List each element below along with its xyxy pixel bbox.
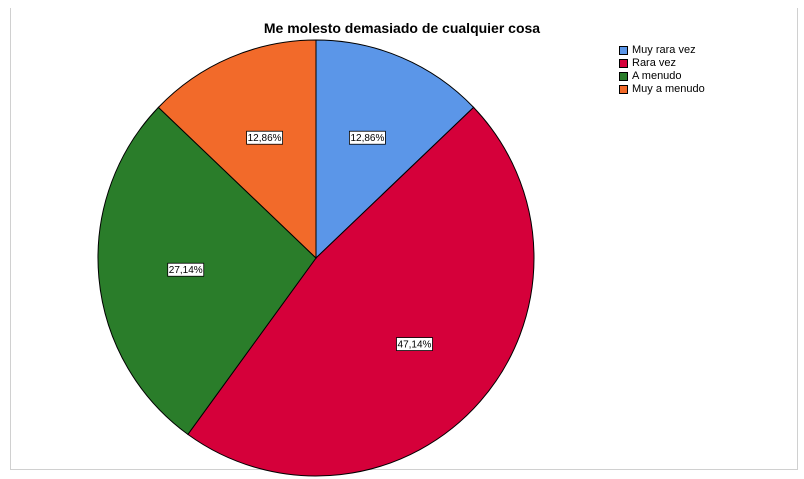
legend-item-muy-a-menudo: Muy a menudo (619, 83, 705, 95)
legend-swatch-muy-a-menudo (619, 84, 628, 94)
legend-swatch-muy-rara-vez (619, 45, 628, 55)
data-label-box-a-menudo (167, 262, 205, 277)
pie-slice-muy-a-menudo (157, 39, 317, 260)
legend-item-rara-vez: Rara vez (619, 57, 705, 69)
pie-slice-rara-vez (187, 106, 535, 477)
data-label-muy-rara-vez: 12,86% (349, 130, 386, 145)
legend-swatch-rara-vez (619, 58, 628, 68)
legend-item-a-menudo: A menudo (619, 70, 705, 82)
data-label-muy-a-menudo: 12,86% (246, 130, 283, 145)
legend-item-muy-rara-vez: Muy rara vez (619, 44, 705, 56)
pie-slice-muy-rara-vez (315, 39, 475, 260)
legend-label-muy-rara-vez: Muy rara vez (632, 44, 696, 56)
data-label-text-muy-a-menudo: 12,86% (248, 133, 282, 144)
chart-title: Me molesto demasiado de cualquier cosa (263, 20, 541, 36)
data-label-text-muy-rara-vez: 12,86% (350, 133, 384, 144)
legend-swatch-a-menudo (619, 71, 628, 81)
data-label-text-a-menudo: 27,14% (169, 265, 203, 276)
data-label-text-rara-vez: 47,14% (398, 340, 432, 351)
data-label-a-menudo: 27,14% (167, 262, 205, 277)
data-label-rara-vez: 47,14% (396, 337, 433, 351)
data-label-box-rara-vez (396, 337, 433, 351)
data-label-box-muy-rara-vez (349, 130, 386, 145)
legend-label-rara-vez: Rara vez (632, 57, 677, 69)
legend-label-muy-a-menudo: Muy a menudo (632, 83, 705, 95)
data-label-box-muy-a-menudo (246, 130, 283, 145)
pie-slice-a-menudo (97, 106, 317, 436)
chart-frame (10, 8, 798, 470)
chart-legend: Muy rara vez Rara vez A menudo Muy a men… (619, 44, 705, 96)
legend-label-a-menudo: A menudo (632, 70, 682, 82)
